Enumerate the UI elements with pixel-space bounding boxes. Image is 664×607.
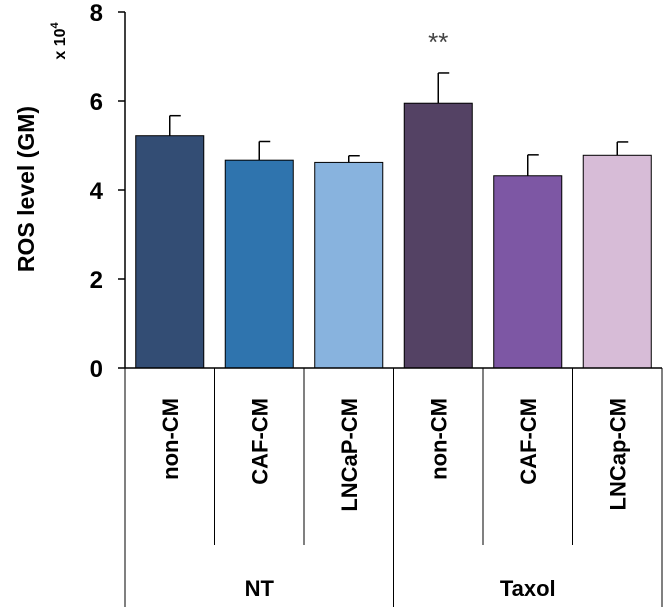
category-label: CAF-CM [516,398,541,485]
y-tick-label: 2 [90,267,103,294]
x-axis: non-CM CAF-CM LNCaP-CM non-CM CAF-CM LNCap-CM… [124,367,663,607]
y-axis-label: ROS level (GM) [13,106,39,272]
bar [403,102,473,369]
category-label: LNCaP-CM [337,398,362,512]
bar [582,154,652,369]
bar [224,159,294,369]
category-label: CAF-CM [247,398,272,485]
bars: ** [135,27,652,369]
significance-marker: ** [428,27,448,57]
group-label: NT [245,576,275,601]
y-tick-label: 0 [90,356,103,383]
category-label: non-CM [158,398,183,480]
y-scale-text: x 10 [52,28,69,59]
bar [314,161,384,369]
y-axis: 0 2 4 6 8 [90,0,126,383]
y-tick-label: 8 [90,0,103,27]
group-label: Taxol [500,576,556,601]
bar [493,175,563,369]
bar [135,135,205,369]
y-tick-label: 4 [90,178,104,205]
y-tick-label: 6 [90,89,103,116]
y-scale-label: x 104 [49,21,69,59]
category-label: LNCap-CM [605,398,630,510]
category-label: non-CM [426,398,451,480]
y-scale-exponent: 4 [49,21,61,28]
